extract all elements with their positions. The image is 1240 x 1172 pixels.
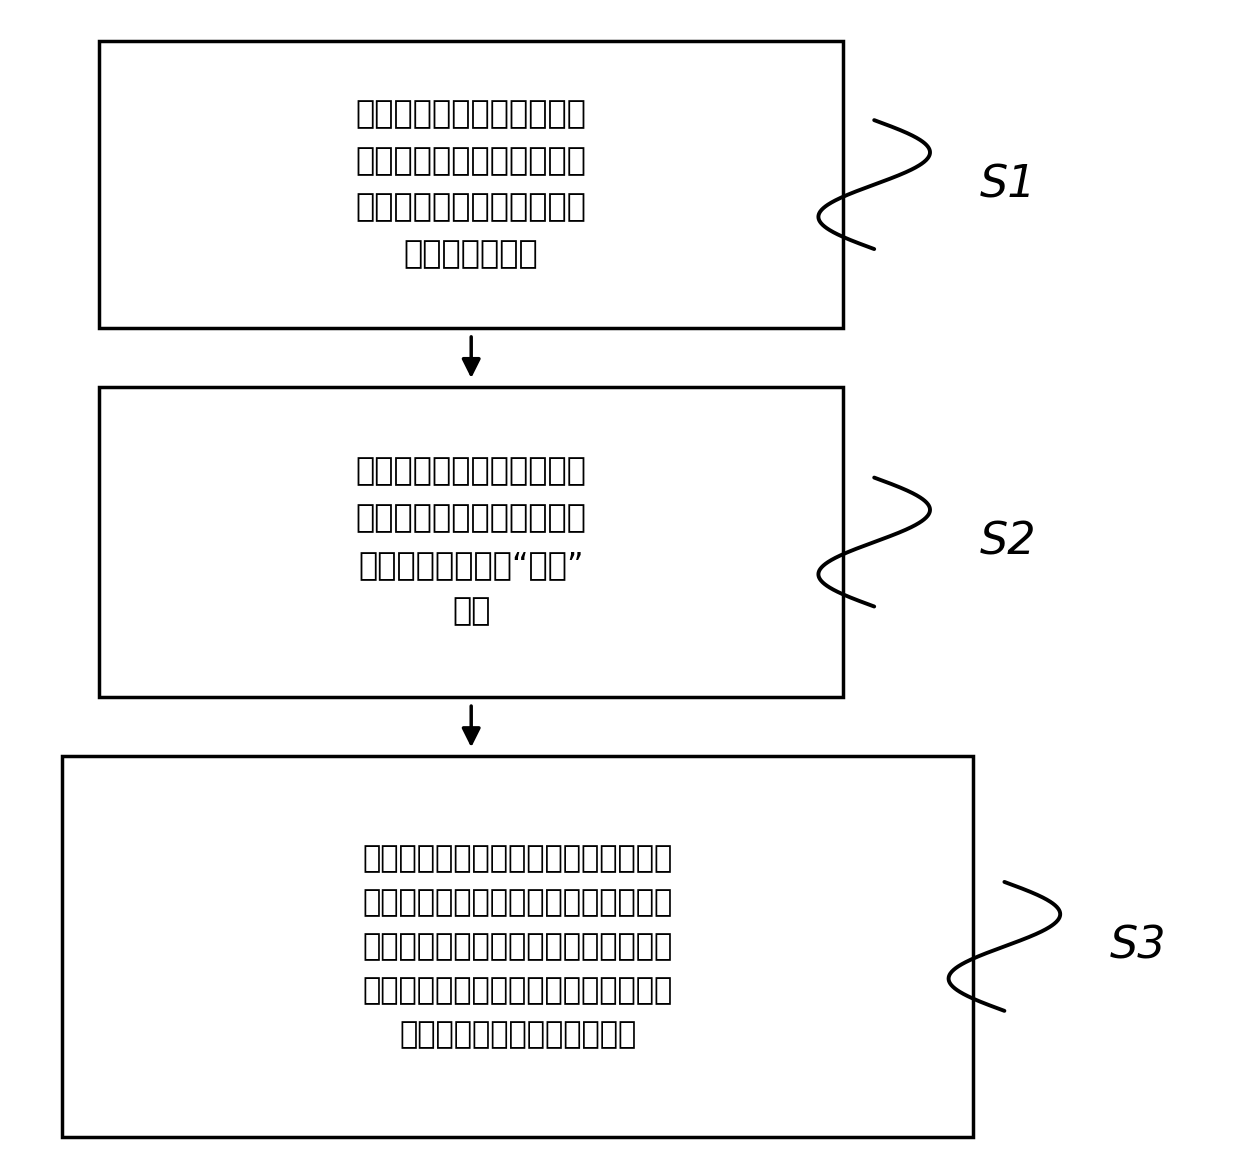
Text: 将注塑机的操纵面板切换至
中子功能设置界面，在中子
反向设置中，选择“使用”
选项: 将注塑机的操纵面板切换至 中子功能设置界面，在中子 反向设置中，选择“使用” 选… [356, 457, 587, 627]
Bar [62, 756, 973, 1137]
Text: S1: S1 [980, 163, 1037, 206]
Text: S2: S2 [980, 520, 1037, 564]
Bar [99, 41, 843, 328]
Bar [99, 387, 843, 697]
Text: S3: S3 [1110, 925, 1167, 968]
Text: 使注塑机控制器程序执行中子进动作，
用于控制中子退的阀发生吸油，油缸驱
动中子后退；或，使注塑机控制器程序
执行中子退动作，用于控制中子进的阀
发生吸油，油缸驱: 使注塑机控制器程序执行中子进动作， 用于控制中子退的阀发生吸油，油缸驱 动中子后… [362, 844, 673, 1049]
Text: 将注塑模具固定在注塑机上
后，用油管将注塑模具上控
制中子进退的油缸与注塑机
的液压系瑹连接: 将注塑模具固定在注塑机上 后，用油管将注塑模具上控 制中子进退的油缸与注塑机 的… [356, 100, 587, 270]
